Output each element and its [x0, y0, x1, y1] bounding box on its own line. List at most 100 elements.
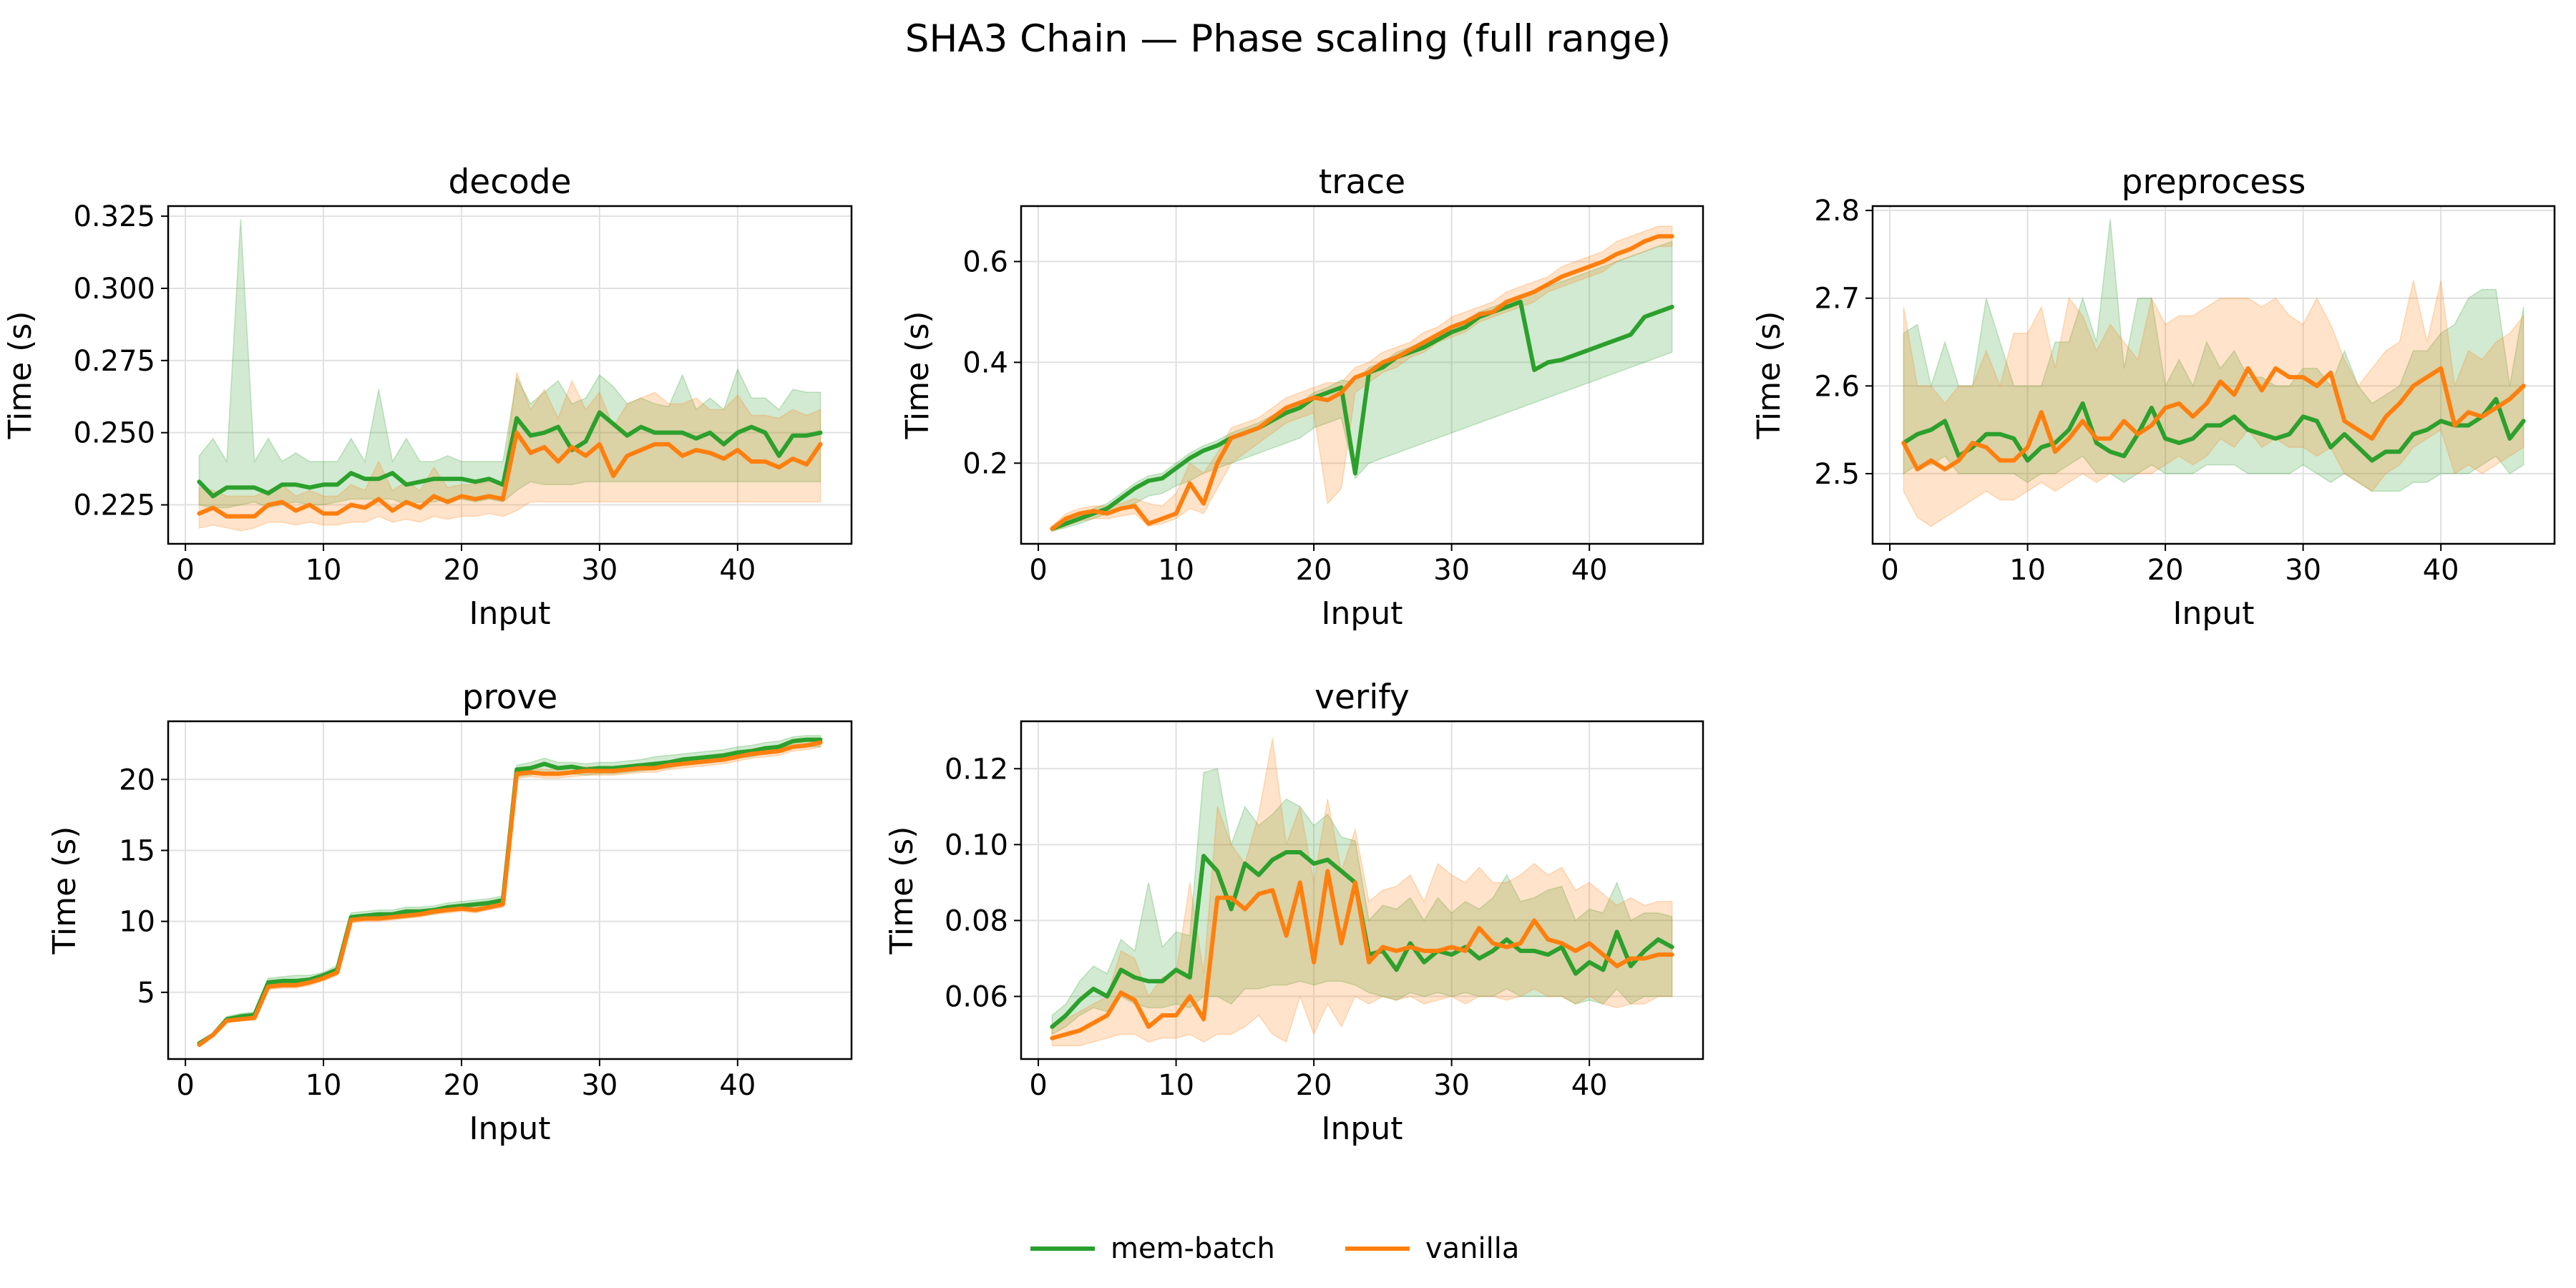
y-tick-label: 2.7 — [1814, 283, 1860, 316]
y-axis-label: Time (s) — [1751, 311, 1787, 440]
y-tick-label: 2.8 — [1814, 195, 1860, 228]
x-axis-label: Input — [469, 1111, 551, 1147]
legend-swatch-mem-batch — [1030, 1246, 1095, 1251]
axes-frame — [1020, 205, 1704, 545]
band-mem-batch — [1051, 768, 1673, 1035]
subplot-title: trace — [1319, 162, 1405, 202]
x-tick-label: 30 — [581, 554, 618, 587]
subplot-decode: 0 10 20 30 40 0.225 0.250 0.275 0.300 0.325 decode… — [2, 162, 853, 632]
x-axis-label: Input — [1322, 595, 1403, 632]
subplot-title: verify — [1314, 678, 1410, 717]
x-tick-label: 10 — [1158, 554, 1194, 587]
y-axis-label: Time (s) — [899, 311, 936, 440]
y-tick-label: 0.10 — [945, 829, 1008, 862]
figure-legend: mem-batch vanilla — [1030, 1227, 1574, 1270]
axes-frame — [167, 720, 853, 1060]
subplot-preprocess: 0 10 20 30 40 2.5 2.6 2.7 2.8 preprocess Input Time… — [1751, 162, 2556, 632]
axes-frame — [167, 205, 853, 545]
band-vanilla — [198, 737, 821, 1048]
x-axis-label: Input — [2173, 595, 2255, 632]
plot-area — [1050, 225, 1674, 532]
y-tick-label: 0.325 — [73, 200, 155, 233]
plot-area — [1050, 738, 1674, 1047]
y-tick-label: 0.275 — [73, 345, 155, 378]
x-tick-label: 0 — [1029, 1069, 1047, 1102]
x-axis-label: Input — [1322, 1111, 1403, 1147]
legend-label: vanilla — [1425, 1232, 1520, 1265]
x-tick-label: 10 — [306, 1069, 342, 1102]
line-vanilla — [1050, 234, 1674, 531]
y-tick-label: 0.08 — [945, 904, 1008, 937]
subplot-title: decode — [448, 162, 571, 202]
y-tick-label: 0.2 — [962, 447, 1008, 480]
x-tick-label: 40 — [1571, 554, 1608, 587]
plot-area — [1901, 219, 2526, 527]
x-tick-label: 30 — [581, 1069, 618, 1102]
subplot-title: prove — [462, 678, 558, 717]
y-tick-label: 2.6 — [1814, 370, 1860, 403]
band-mem-batch — [198, 735, 821, 1046]
y-tick-label: 0.12 — [945, 753, 1008, 786]
x-axis-label: Input — [469, 595, 551, 632]
line-vanilla — [197, 740, 823, 1048]
x-tick-label: 40 — [719, 1069, 756, 1102]
subplot-title: preprocess — [2122, 162, 2306, 202]
band-vanilla — [1051, 738, 1673, 1047]
y-tick-label: 0.225 — [73, 489, 155, 522]
y-tick-label: 10 — [119, 906, 155, 939]
x-tick-label: 30 — [2285, 554, 2321, 587]
x-tick-label: 20 — [2147, 554, 2184, 587]
axes-frame — [1871, 205, 2556, 545]
y-tick-label: 0.4 — [962, 346, 1008, 379]
x-tick-label: 0 — [1880, 554, 1898, 587]
x-tick-label: 20 — [444, 1069, 480, 1102]
line-vanilla — [1901, 366, 2526, 472]
band-mem-batch — [1903, 219, 2524, 492]
line-vanilla — [197, 430, 823, 519]
y-axis-label: Time (s) — [2, 311, 39, 440]
band-mem-batch — [198, 219, 821, 509]
subplot-verify: 0 10 20 30 40 0.06 0.08 0.10 0.12 verify Input Time… — [884, 678, 1704, 1147]
line-mem-batch — [1050, 299, 1674, 531]
x-tick-label: 20 — [1296, 554, 1332, 587]
plot-area — [197, 219, 823, 532]
x-tick-label: 20 — [444, 554, 480, 587]
legend-swatch-vanilla — [1345, 1246, 1410, 1251]
y-tick-label: 5 — [137, 977, 155, 1010]
y-axis-label: Time (s) — [884, 826, 920, 955]
x-tick-label: 0 — [1029, 554, 1047, 587]
y-axis-label: Time (s) — [47, 826, 83, 955]
figure-title: SHA3 Chain — Phase scaling (full range) — [904, 17, 1672, 61]
x-tick-label: 10 — [2009, 554, 2046, 587]
x-tick-label: 30 — [1433, 554, 1470, 587]
x-tick-label: 20 — [1296, 1069, 1332, 1102]
x-tick-label: 40 — [719, 554, 756, 587]
y-tick-label: 20 — [119, 763, 155, 796]
x-tick-label: 10 — [1158, 1069, 1194, 1102]
x-tick-label: 40 — [2423, 554, 2459, 587]
plot-area — [197, 735, 823, 1048]
x-tick-label: 10 — [306, 554, 342, 587]
legend-label: mem-batch — [1111, 1232, 1275, 1265]
y-tick-label: 15 — [119, 834, 155, 867]
band-vanilla — [1903, 280, 2524, 527]
band-mem-batch — [1051, 240, 1673, 532]
y-tick-label: 0.6 — [962, 245, 1008, 278]
x-tick-label: 30 — [1433, 1069, 1470, 1102]
subplot-prove: 0 10 20 30 40 5 10 15 20 prove Input Time (s) — [47, 678, 853, 1147]
x-tick-label: 40 — [1571, 1069, 1608, 1102]
legend-item-vanilla: vanilla — [1345, 1227, 1519, 1270]
axes-frame — [1020, 720, 1704, 1060]
line-vanilla — [1050, 869, 1674, 1040]
legend-item-mem-batch: mem-batch — [1030, 1227, 1275, 1270]
line-mem-batch — [1901, 396, 2526, 463]
y-tick-label: 0.250 — [73, 417, 155, 450]
x-tick-label: 0 — [176, 554, 194, 587]
line-mem-batch — [197, 410, 823, 499]
line-mem-batch — [197, 737, 823, 1046]
y-tick-label: 0.06 — [945, 980, 1008, 1013]
y-tick-label: 0.300 — [73, 273, 155, 306]
x-tick-label: 0 — [176, 1069, 194, 1102]
subplot-trace: 0 10 20 30 40 0.2 0.4 0.6 trace Input Time (s) — [899, 162, 1704, 632]
